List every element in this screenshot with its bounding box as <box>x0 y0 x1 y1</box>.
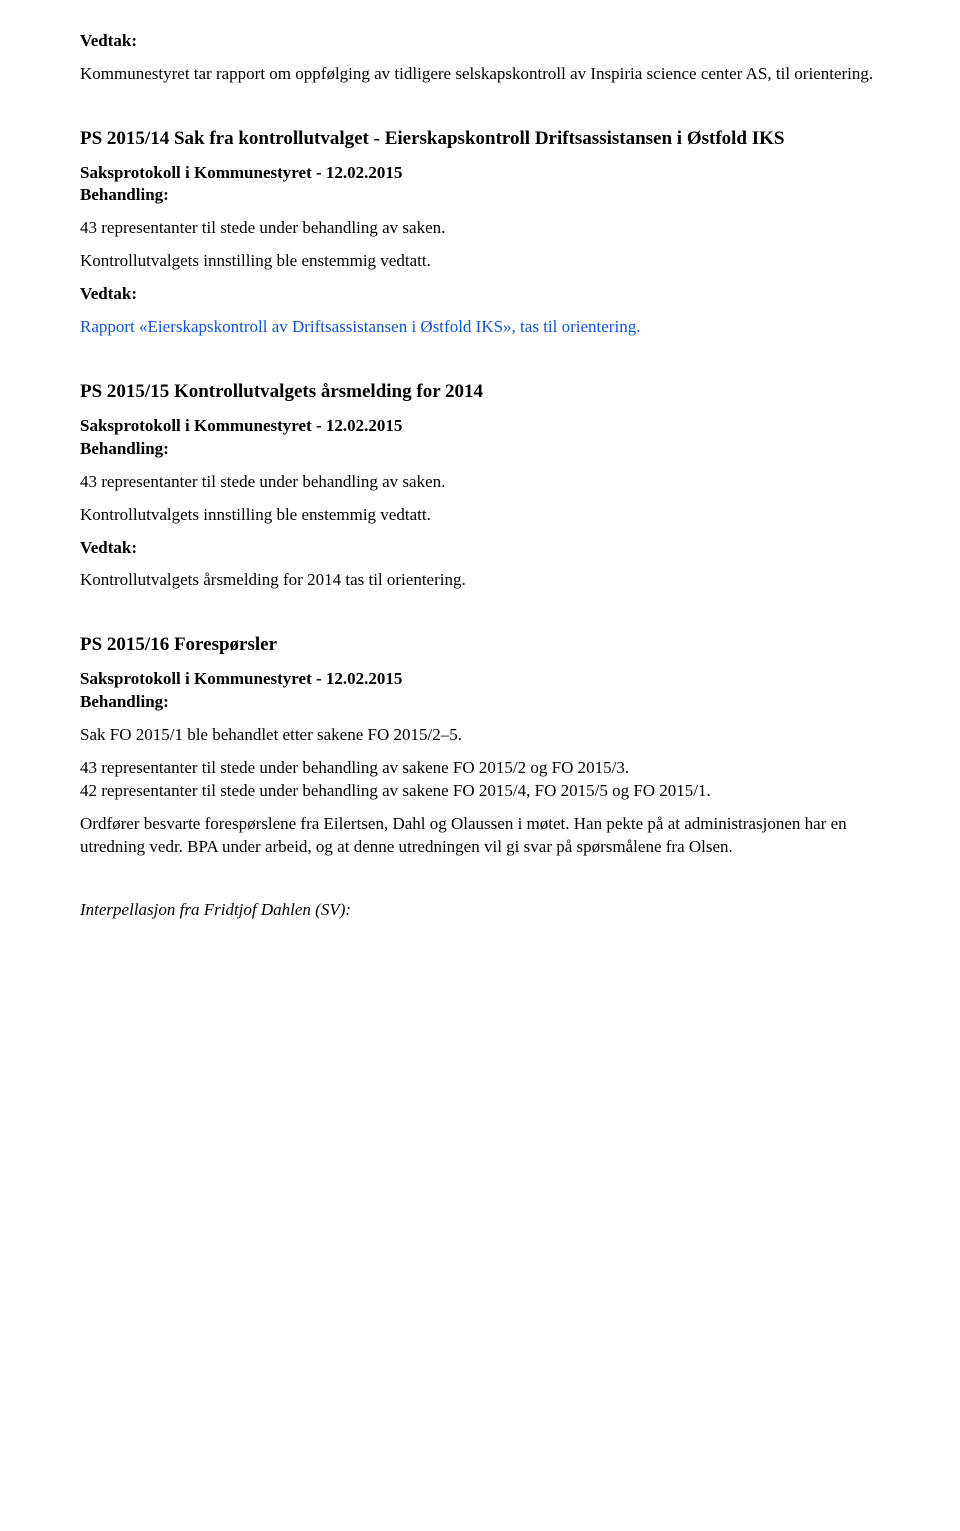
saksprotokoll-15: Saksprotokoll i Kommunestyret - 12.02.20… <box>80 415 880 438</box>
vedtak-label-15: Vedtak: <box>80 537 880 560</box>
heading-ps2015-14: PS 2015/14 Sak fra kontrollutvalget - Ei… <box>80 126 880 152</box>
p16-3: Ordfører besvarte forespørslene fra Eile… <box>80 813 880 859</box>
behandling-label-14: Behandling: <box>80 184 880 207</box>
behandling-label-16: Behandling: <box>80 691 880 714</box>
interpellasjon-footer: Interpellasjon fra Fridtjof Dahlen (SV): <box>80 899 880 922</box>
heading-ps2015-15: PS 2015/15 Kontrollutvalgets årsmelding … <box>80 379 880 405</box>
vedtak-body-15: Kontrollutvalgets årsmelding for 2014 ta… <box>80 569 880 592</box>
kontroll-enst-15: Kontrollutvalgets innstilling ble enstem… <box>80 504 880 527</box>
vedtak-label-14: Vedtak: <box>80 283 880 306</box>
kontroll-enst-14: Kontrollutvalgets innstilling ble enstem… <box>80 250 880 273</box>
behandling-label-15: Behandling: <box>80 438 880 461</box>
heading-ps2015-16: PS 2015/16 Forespørsler <box>80 632 880 658</box>
vedtak-body-0: Kommunestyret tar rapport om oppfølging … <box>80 63 880 86</box>
p16-2a: 43 representanter til stede under behand… <box>80 757 880 780</box>
saksprotokoll-14: Saksprotokoll i Kommunestyret - 12.02.20… <box>80 162 880 185</box>
reps-43-14: 43 representanter til stede under behand… <box>80 217 880 240</box>
reps-43-15: 43 representanter til stede under behand… <box>80 471 880 494</box>
vedtak-label: Vedtak: <box>80 30 880 53</box>
p16-1: Sak FO 2015/1 ble behandlet etter sakene… <box>80 724 880 747</box>
saksprotokoll-16: Saksprotokoll i Kommunestyret - 12.02.20… <box>80 668 880 691</box>
vedtak-body-14: Rapport «Eierskapskontroll av Driftsassi… <box>80 316 880 339</box>
p16-2b: 42 representanter til stede under behand… <box>80 780 880 803</box>
